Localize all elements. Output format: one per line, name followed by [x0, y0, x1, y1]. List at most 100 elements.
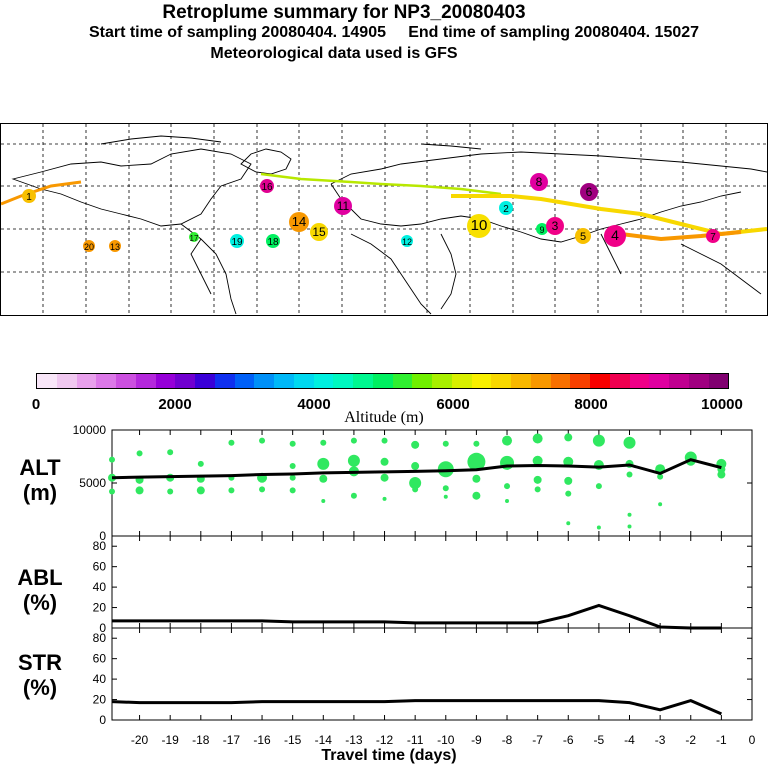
altitude-point	[442, 485, 449, 492]
colorbar-swatch	[530, 374, 551, 388]
map-marker	[334, 197, 352, 215]
altitude-point	[350, 437, 357, 444]
map-marker	[22, 189, 36, 203]
colorbar-swatch	[708, 374, 729, 388]
altitude-point	[411, 440, 420, 449]
altitude-point	[626, 471, 633, 478]
map-marker	[546, 217, 564, 235]
x-tick-label: -13	[345, 733, 363, 747]
x-tick-label: -17	[223, 733, 241, 747]
map-marker	[109, 240, 121, 252]
colorbar-tick: 6000	[436, 396, 470, 413]
altitude-point	[289, 440, 296, 447]
altitude-point	[627, 524, 632, 529]
map-marker	[401, 235, 413, 247]
x-tick-label: -2	[685, 733, 696, 747]
altitude-point	[467, 452, 486, 471]
altitude-point	[532, 455, 543, 466]
altitude-point	[289, 463, 296, 470]
colorbar-tick: 8000	[574, 396, 608, 413]
altitude-point	[657, 473, 664, 480]
world-map: 1 16 8 6 14 11 15 10 4 5 20 13 17 19 12 9 3 2 7 18	[0, 123, 768, 316]
colorbar-label: Altitude (m)	[344, 409, 424, 426]
map-marker-label: 3	[552, 219, 559, 233]
series-line	[111, 698, 722, 716]
map-marker	[310, 223, 328, 241]
colorbar-swatch	[76, 374, 97, 388]
map-marker	[260, 179, 274, 193]
chart-title: Retroplume summary for NP3_20080403	[162, 2, 526, 23]
series-line	[111, 458, 722, 480]
map-marker-label: 5	[580, 231, 586, 243]
colorbar-swatch	[550, 374, 571, 388]
altitude-point	[380, 457, 389, 466]
x-tick-label: -9	[471, 733, 482, 747]
altitude-point	[595, 483, 602, 490]
altitude-point	[473, 440, 480, 447]
map-marker-label: 9	[539, 225, 544, 235]
altitude-point	[289, 487, 296, 494]
x-tick-label: -4	[624, 733, 635, 747]
plume-path-north	[260, 172, 502, 196]
map-marker	[83, 240, 95, 252]
colorbar-swatch	[451, 374, 472, 388]
map-marker-label: 14	[292, 214, 306, 229]
map-marker-label: 4	[611, 227, 619, 243]
x-tick-label: -16	[253, 733, 271, 747]
colorbar-tick: 4000	[297, 396, 331, 413]
x-tick-label: -7	[532, 733, 543, 747]
panel-frame	[111, 429, 753, 537]
colorbar-swatch	[412, 374, 432, 388]
y-tick-label: 0	[99, 529, 106, 543]
colorbar-swatch	[669, 374, 689, 388]
map-marker	[289, 212, 309, 232]
map-marker-label: 13	[110, 242, 120, 252]
colorbar-swatch	[135, 374, 156, 388]
map-marker	[467, 214, 491, 238]
map-marker-label: 7	[710, 232, 716, 243]
colorbar-swatch	[353, 374, 373, 388]
colorbar-swatch	[609, 374, 630, 388]
altitude-point	[317, 457, 330, 470]
x-tick-label: 0	[749, 733, 756, 747]
altitude-point	[443, 494, 448, 499]
altitude-point	[565, 490, 572, 497]
x-tick-label: -20	[131, 733, 149, 747]
map-marker-label: 15	[312, 225, 326, 239]
y-tick-label: 40	[93, 672, 107, 686]
y-tick-label: 20	[93, 601, 107, 615]
altitude-point	[566, 521, 571, 526]
panel-frame	[111, 627, 753, 721]
colorbar-swatch	[274, 374, 294, 388]
colorbar-swatch	[116, 374, 136, 388]
map-marker-label: 12	[402, 237, 412, 247]
altitude-point	[197, 460, 204, 467]
colorbar-swatch	[590, 374, 610, 388]
altitude-point	[259, 437, 266, 444]
altitude-point	[109, 488, 115, 495]
y-tick-label: 0	[99, 713, 106, 727]
colorbar-swatch	[432, 374, 452, 388]
colorbar-swatch	[313, 374, 334, 388]
altitude-point	[472, 474, 481, 483]
colorbar-tick: 0	[31, 396, 41, 413]
altitude-point	[289, 474, 296, 481]
map-svg: 1 16 8 6 14 11 15 10 4 5 20 13 17 19 12 9 3 2 7 18	[1, 124, 767, 315]
y-tick-label: 40	[93, 580, 107, 594]
x-tick-label: -15	[284, 733, 302, 747]
altitude-point	[412, 486, 419, 493]
altitude-point	[717, 470, 726, 479]
colorbar-swatch	[629, 374, 650, 388]
altitude-point	[321, 499, 326, 504]
x-tick-label: -8	[502, 733, 513, 747]
map-marker	[575, 228, 591, 244]
colorbar-swatch	[214, 374, 235, 388]
colorbar-swatch	[155, 374, 176, 388]
map-marker-label: 18	[267, 237, 279, 248]
altitude-point	[409, 477, 422, 489]
met-data-label: Meteorological data used is GFS	[210, 45, 458, 62]
map-marker-label: 20	[84, 242, 94, 252]
altitude-point	[382, 496, 387, 501]
map-markers: 1 16 8 6 14 11 15 10 4 5 20 13 17 19 12 9 3 2 7 18	[22, 173, 720, 252]
